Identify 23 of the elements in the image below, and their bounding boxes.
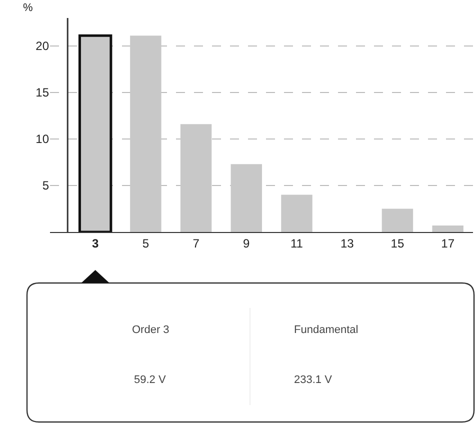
y-axis-title: %: [23, 2, 33, 14]
x-tick-label: 11: [290, 236, 304, 250]
text: Fundamental: [294, 324, 358, 336]
y-tick-label: 15: [36, 86, 50, 100]
bar: [180, 124, 212, 232]
x-tick-label: 7: [192, 236, 200, 250]
bar: [281, 194, 312, 232]
y-tick-label: 20: [36, 39, 50, 54]
needle: 3: [92, 236, 99, 250]
y-tick-label: 5: [42, 178, 50, 193]
y-tick-label: 10: [36, 132, 50, 146]
text: 233.1 V: [294, 374, 333, 386]
x-tick-label: 5: [142, 236, 150, 250]
bar: [230, 164, 262, 232]
bar: [432, 225, 464, 232]
text: Order 3: [132, 324, 170, 336]
text: 59.2 V: [134, 374, 166, 386]
x-tick-label: 13: [340, 236, 354, 250]
x-tick-label: 15: [390, 236, 404, 250]
x-tick-label: 17: [441, 236, 455, 250]
bar: [382, 208, 414, 232]
bar: [130, 36, 162, 232]
x-tick-label: 9: [243, 236, 250, 250]
